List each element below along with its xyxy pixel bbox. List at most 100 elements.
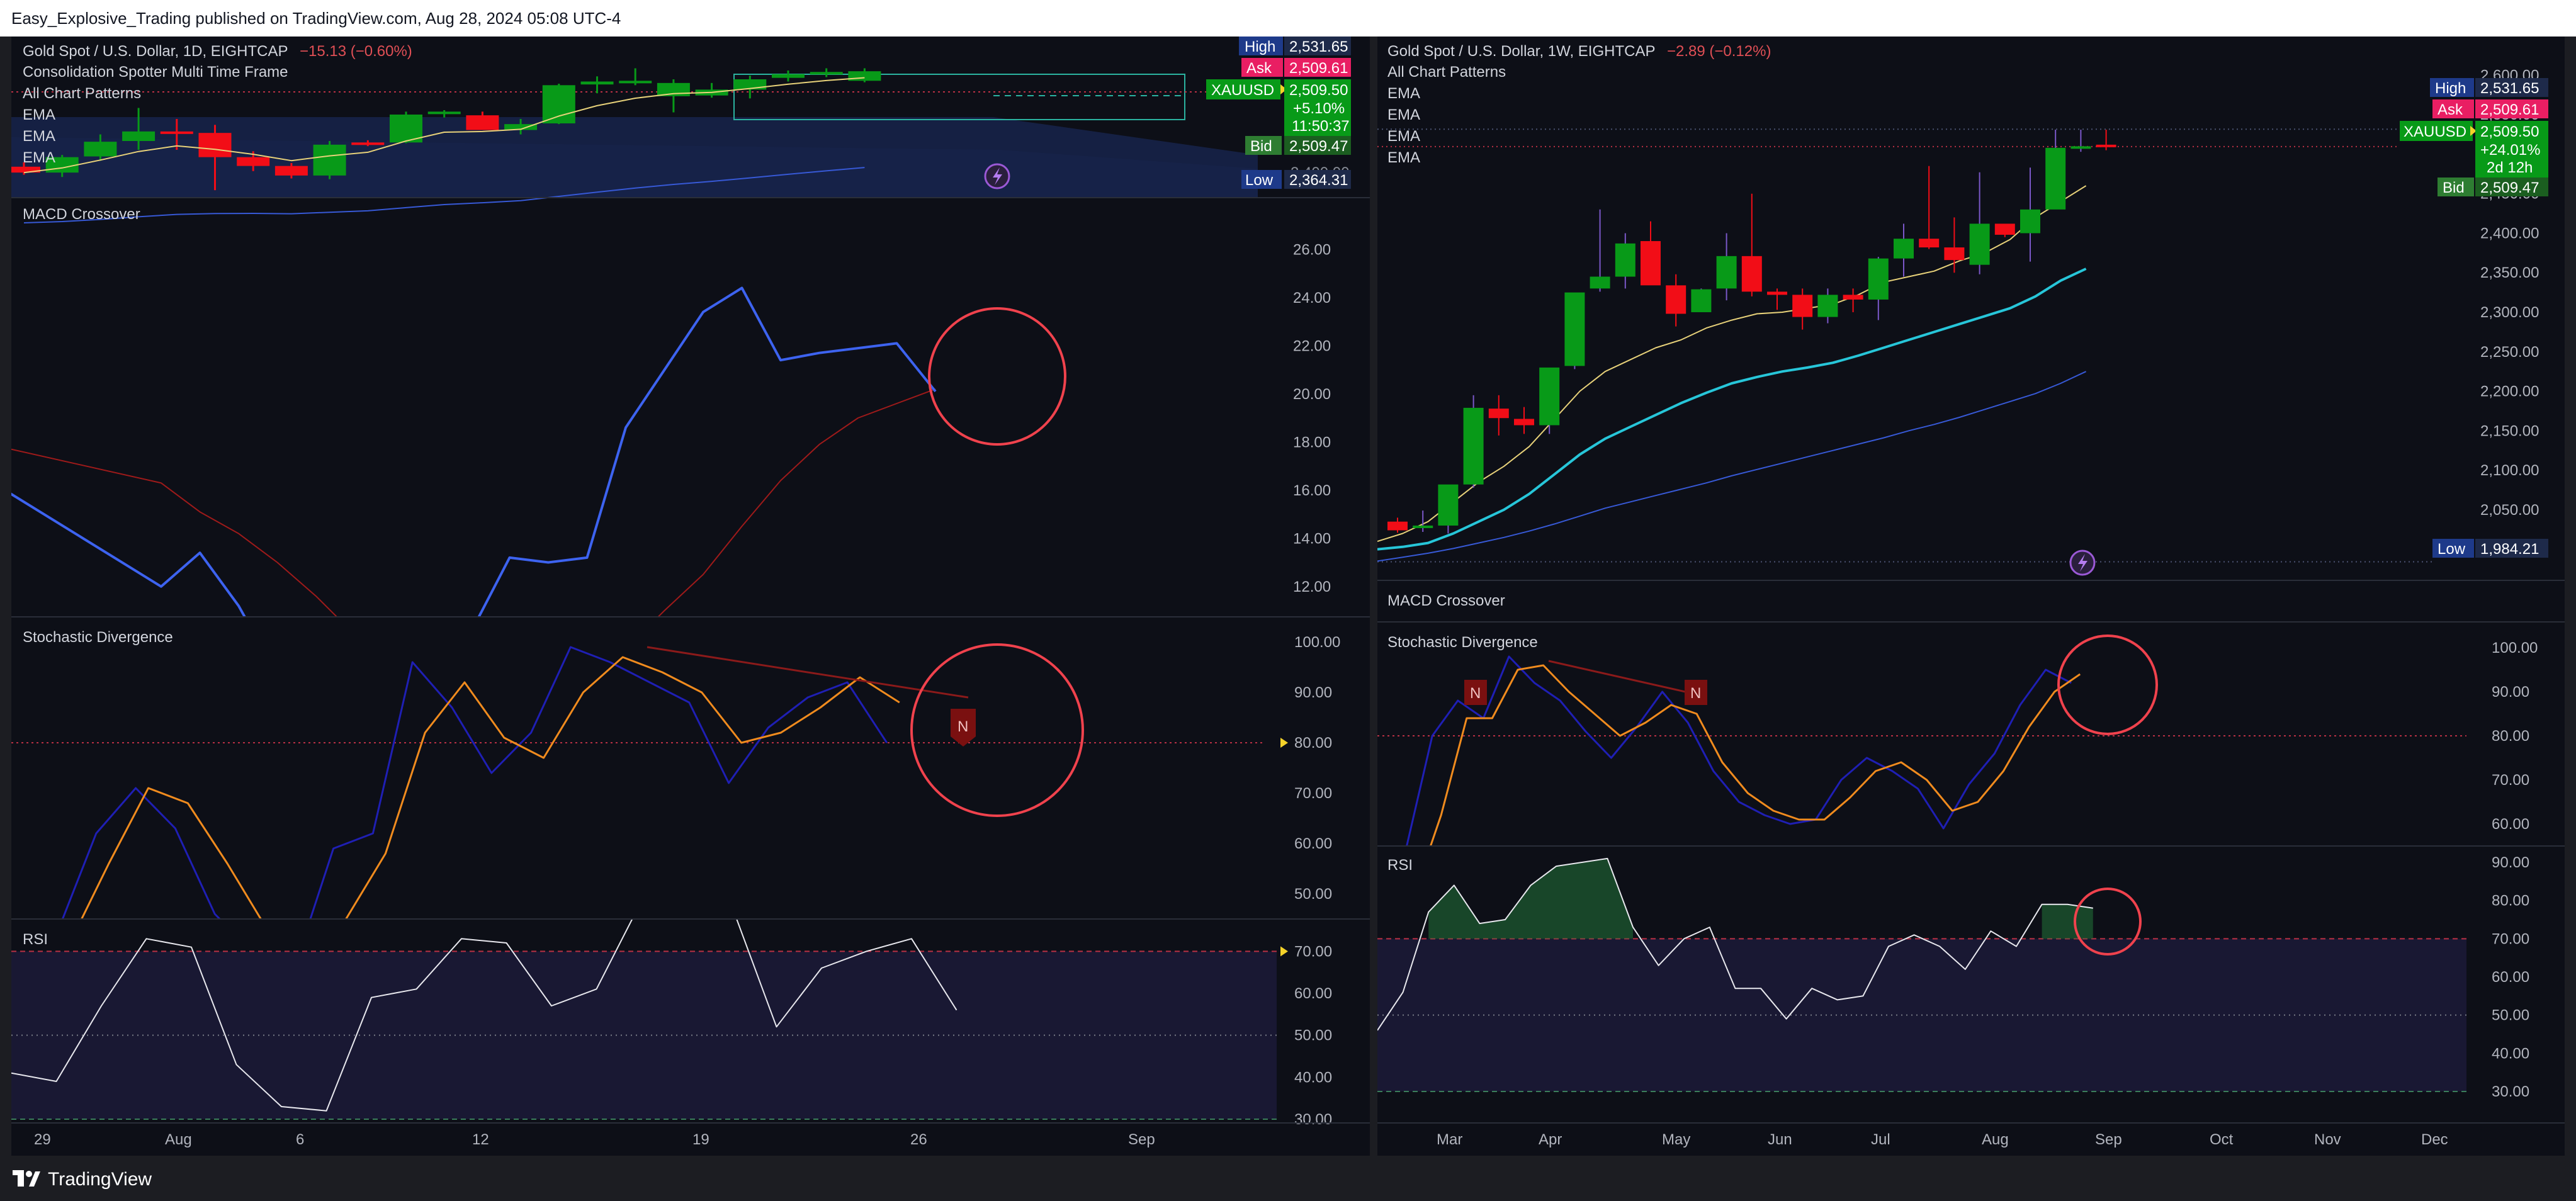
high-label: High bbox=[1245, 38, 1275, 55]
time-axis-label: Aug bbox=[165, 1131, 192, 1148]
candle-up bbox=[1615, 243, 1635, 277]
tradingview-logo[interactable]: TradingView bbox=[13, 1167, 152, 1192]
legend-indicator[interactable]: EMA bbox=[23, 149, 55, 166]
time-axis-label: Sep bbox=[2095, 1131, 2122, 1148]
candle-up bbox=[427, 111, 461, 115]
left-rsi-pane: 70.00 60.00 50.00 40.00 30.00 bbox=[11, 919, 1332, 1128]
rsi-tick-label: 30.00 bbox=[2492, 1083, 2529, 1100]
macd-tick-label: 12.00 bbox=[1293, 578, 1331, 595]
right-price-pane: 2,600.002,550.002,500.002,450.002,400.00… bbox=[1377, 67, 2539, 563]
macd-line bbox=[11, 286, 937, 617]
low-label: Low bbox=[1245, 172, 1274, 189]
highlight-circle bbox=[2074, 888, 2142, 956]
time-axis-label: Jun bbox=[1768, 1131, 1792, 1148]
stoch-tick-label: 90.00 bbox=[1294, 684, 1332, 701]
stoch-tick-label: 60.00 bbox=[2492, 816, 2529, 833]
legend-indicator[interactable]: Consolidation Spotter Multi Time Frame bbox=[23, 64, 288, 81]
legend-indicator[interactable]: EMA bbox=[1387, 85, 1420, 102]
divergence-line bbox=[647, 646, 969, 699]
left-chart-panel[interactable]: 26.00 24.00 22.00 20.00 18.00 16.00 14.00 12.00… bbox=[8, 37, 1370, 1158]
publisher-header: Easy_Explosive_Trading published on Trad… bbox=[0, 0, 2576, 37]
publisher-line: Easy_Explosive_Trading published on Trad… bbox=[11, 9, 621, 28]
low-value: 2,364.31 bbox=[1289, 172, 1348, 189]
tradingview-logo-icon bbox=[13, 1170, 40, 1187]
candle-down bbox=[2096, 144, 2116, 147]
candle-up bbox=[810, 72, 843, 75]
candle-down bbox=[1741, 256, 1762, 292]
ema-slow-line bbox=[23, 167, 865, 223]
rsi-band bbox=[11, 951, 1277, 1119]
legend-indicator[interactable]: All Chart Patterns bbox=[23, 85, 141, 102]
ask-label: Ask bbox=[1246, 60, 1272, 77]
last-price: 2,509.50 bbox=[2480, 123, 2539, 140]
left-chart-change: −15.13 (−0.60%) bbox=[300, 43, 412, 60]
candle-up bbox=[619, 81, 652, 84]
macd-tick-label: 26.00 bbox=[1293, 241, 1331, 258]
time-axis-label: May bbox=[1662, 1131, 1690, 1148]
time-axis-label: 12 bbox=[472, 1131, 489, 1148]
time-axis-label: 26 bbox=[910, 1131, 927, 1148]
right-chart-svg[interactable]: 2,600.002,550.002,500.002,450.002,400.00… bbox=[1377, 37, 2565, 1156]
candle-up bbox=[504, 124, 538, 130]
legend-indicator[interactable]: EMA bbox=[1387, 149, 1420, 166]
stoch-tick-label: 90.00 bbox=[2492, 684, 2529, 701]
candle-up bbox=[313, 144, 346, 176]
price-tick-label: 2,050.00 bbox=[2480, 502, 2539, 519]
rsi-level-marker bbox=[1280, 946, 1288, 957]
candle-up bbox=[390, 115, 422, 143]
right-stoch-pane: N N 100.00 90.00 80.00 70.00 60.00 bbox=[1377, 634, 2538, 846]
rsi-tick-label: 70.00 bbox=[1294, 943, 1332, 960]
highlight-circle bbox=[928, 307, 1066, 446]
candle-up bbox=[1817, 295, 1838, 317]
candle-up bbox=[542, 85, 575, 123]
rsi-overbought-fill bbox=[1428, 858, 1633, 939]
lightning-icon[interactable] bbox=[2069, 550, 2096, 576]
price-tick-label: 2,300.00 bbox=[2480, 304, 2539, 321]
stoch-level-marker bbox=[1280, 738, 1288, 748]
stoch-tick-label: 70.00 bbox=[2492, 772, 2529, 789]
candle-down bbox=[1488, 409, 1509, 419]
candle-up bbox=[1438, 484, 1459, 526]
right-chart-panel[interactable]: 2,600.002,550.002,500.002,450.002,400.00… bbox=[1377, 37, 2565, 1156]
ask-value: 2,509.61 bbox=[1289, 60, 1348, 77]
divergence-marker-label: N bbox=[1470, 685, 1481, 702]
stoch-tick-label: 70.00 bbox=[1294, 785, 1332, 802]
candle-up bbox=[1969, 223, 1990, 265]
time-axis-label: Nov bbox=[2314, 1131, 2341, 1148]
time-axis-label: Mar bbox=[1437, 1131, 1462, 1148]
stoch-pane-title: Stochastic Divergence bbox=[23, 629, 173, 646]
legend-indicator[interactable]: EMA bbox=[23, 106, 55, 123]
candle-down bbox=[8, 166, 40, 173]
lightning-icon[interactable] bbox=[984, 163, 1010, 189]
candle-down bbox=[1994, 223, 2015, 235]
rsi-tick-label: 40.00 bbox=[2492, 1045, 2529, 1062]
stoch-tick-label: 60.00 bbox=[1294, 835, 1332, 852]
symbol-label: XAUUSD bbox=[1211, 82, 1274, 99]
legend-indicator[interactable]: EMA bbox=[1387, 106, 1420, 123]
divergence-marker bbox=[951, 709, 976, 747]
time-axis-label: 19 bbox=[692, 1131, 709, 1148]
ask-value: 2,509.61 bbox=[2480, 101, 2539, 118]
stoch-tick-label: 100.00 bbox=[2492, 640, 2538, 657]
bid-label: Bid bbox=[1250, 138, 1272, 155]
rsi-tick-label: 70.00 bbox=[2492, 930, 2529, 947]
legend-indicator[interactable]: All Chart Patterns bbox=[1387, 64, 1506, 81]
left-quote-box: High 2,531.65 Ask 2,509.61 XAUUSD 2,509.… bbox=[1206, 37, 1351, 189]
legend-indicator[interactable]: EMA bbox=[23, 128, 55, 145]
rsi-line bbox=[11, 919, 958, 1112]
right-axis: Mar Apr May Jun Jul Aug Sep Oct Nov Dec bbox=[1377, 580, 2565, 1148]
price-tick-label: 2,250.00 bbox=[2480, 344, 2539, 361]
bid-value: 2,509.47 bbox=[2480, 179, 2539, 196]
candle-down bbox=[1387, 521, 1408, 531]
stoch-d-line bbox=[80, 656, 900, 919]
legend-indicator[interactable]: EMA bbox=[1387, 128, 1420, 145]
left-chart-svg[interactable]: 26.00 24.00 22.00 20.00 18.00 16.00 14.00 12.00… bbox=[8, 37, 1370, 1158]
ema-fast-line bbox=[23, 77, 865, 174]
candle-down bbox=[1666, 285, 1686, 314]
time-axis-label: Dec bbox=[2421, 1131, 2448, 1148]
left-macd-pane: 26.00 24.00 22.00 20.00 18.00 16.00 14.00 12.00 bbox=[11, 241, 1331, 617]
price-tick-label: 2,150.00 bbox=[2480, 422, 2539, 439]
candle-down bbox=[1919, 239, 1940, 248]
candle-down bbox=[198, 133, 232, 157]
candle-up bbox=[45, 157, 79, 173]
